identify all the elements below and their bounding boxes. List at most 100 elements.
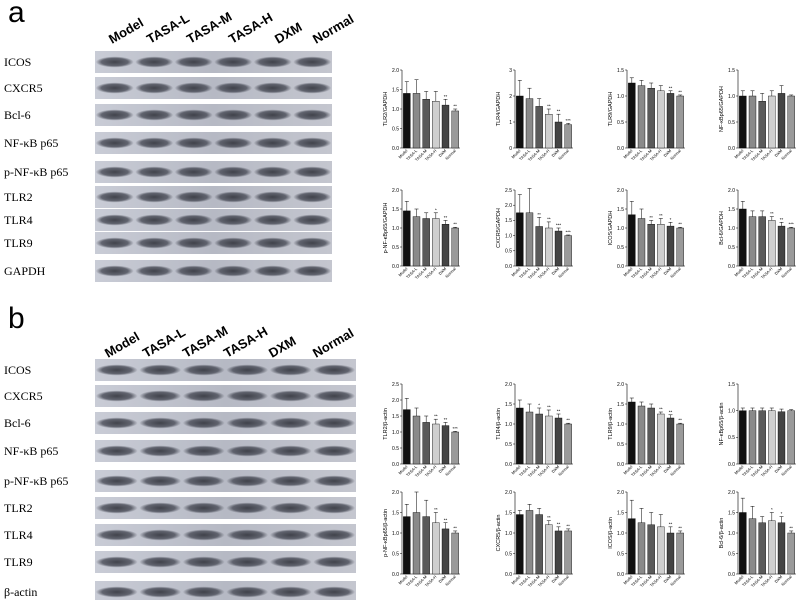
blot-band <box>214 109 253 121</box>
error-bar <box>779 408 784 412</box>
error-bar <box>443 99 448 106</box>
bar <box>432 522 440 575</box>
blot-band <box>293 237 332 249</box>
y-tick-label: 2.0 <box>392 490 399 496</box>
row-label: TLR4 <box>4 528 33 542</box>
y-tick-label: 0.5 <box>392 126 399 132</box>
x-tick-label: Normal <box>444 464 457 477</box>
bar <box>451 227 459 267</box>
y-tick-label: 0.0 <box>505 264 512 270</box>
error-bar <box>668 222 673 227</box>
significance-mark: ** <box>669 85 673 90</box>
error-bar <box>750 506 755 519</box>
error-bar <box>433 512 438 523</box>
blot-band <box>313 556 356 568</box>
y-tick-label: 2.0 <box>392 188 399 194</box>
significance-mark: ** <box>547 104 551 109</box>
error-bar <box>629 499 634 519</box>
blot-band <box>269 529 312 541</box>
y-tick-label: 2.0 <box>728 188 735 194</box>
error-bar <box>740 497 745 513</box>
error-bar <box>668 526 673 533</box>
y-tick-label: 0.0 <box>505 462 512 468</box>
error-bar <box>658 85 663 91</box>
lane-label: DXM <box>266 333 299 360</box>
error-bar <box>779 85 784 94</box>
bar <box>564 124 572 149</box>
blot-band <box>174 56 213 68</box>
blot-band <box>95 137 134 149</box>
blot-band <box>293 82 332 94</box>
x-tick-label: Normal <box>669 464 682 477</box>
y-tick-label: 1.5 <box>617 510 624 516</box>
y-tick-label: 1.5 <box>505 218 512 224</box>
x-tick-label: Model <box>733 574 744 585</box>
significance-mark: * <box>538 403 540 408</box>
blot-band <box>182 417 225 429</box>
blot-band <box>269 502 312 514</box>
y-tick-label: 2.0 <box>617 382 624 388</box>
row-label: NF-κB p65 <box>4 136 58 150</box>
significance-mark: ** <box>557 109 561 114</box>
bar <box>535 413 543 465</box>
significance-mark: ** <box>547 405 551 410</box>
y-tick-label: 2.5 <box>392 382 399 388</box>
bar <box>787 532 795 575</box>
error-bar <box>639 508 644 523</box>
y-tick-label: 0.0 <box>728 146 735 152</box>
error-bar <box>789 530 794 533</box>
bar <box>412 93 421 149</box>
x-tick-label: Normal <box>669 148 682 161</box>
blot-band <box>95 445 138 457</box>
error-bar <box>639 208 644 219</box>
blot-band <box>182 390 225 402</box>
error-bar <box>433 212 438 219</box>
blot-band <box>174 237 213 249</box>
row-label: p-NF-κB p65 <box>4 165 68 179</box>
blot-band <box>253 191 292 203</box>
bar <box>748 95 757 149</box>
blot-band <box>313 529 356 541</box>
y-axis-label: TLR2/GAPDH <box>383 92 389 127</box>
bar <box>657 90 665 149</box>
x-tick-label: Model <box>733 266 744 277</box>
error-bar <box>639 401 644 406</box>
y-axis-label: ICOS/β-actin <box>608 517 614 549</box>
blot-band <box>214 166 253 178</box>
x-tick-label: Model <box>397 148 408 159</box>
row-label: TLR9 <box>4 236 33 250</box>
y-axis-label: p-NF-κBp65/β-actin <box>383 509 389 557</box>
blot-band <box>139 390 182 402</box>
error-bar <box>556 413 561 418</box>
bar <box>777 411 786 465</box>
bar <box>628 518 636 575</box>
y-tick-label: 1.5 <box>392 414 399 420</box>
bar <box>403 210 411 267</box>
bar <box>628 401 636 465</box>
y-tick-label: 0.5 <box>728 120 735 126</box>
y-axis-label: CXCR5/β-actin <box>496 515 502 552</box>
bar-chart: 0.00.51.01.52.0Bcl-6/GAPDHModelTASA-LTAS… <box>719 188 796 280</box>
significance-mark: ** <box>453 525 457 530</box>
error-bar <box>517 399 522 408</box>
x-tick-label: Model <box>510 266 521 277</box>
blot-band <box>253 82 292 94</box>
error-bar <box>740 90 745 96</box>
blot-band <box>182 529 225 541</box>
y-tick-label: 0.5 <box>728 245 735 251</box>
bar <box>412 512 421 575</box>
error-bar <box>566 422 571 424</box>
bar <box>777 522 786 575</box>
y-tick-label: 2.0 <box>392 68 399 74</box>
error-bar <box>404 504 409 517</box>
x-tick-label: DXM <box>437 464 447 474</box>
blot-band <box>226 529 269 541</box>
blot-band <box>95 265 134 277</box>
y-axis-label: TLR9/β-actin <box>608 408 614 440</box>
blot-band <box>95 82 134 94</box>
y-axis-label: Bcl-6/β-actin <box>719 518 725 549</box>
bar <box>748 410 757 465</box>
error-bar <box>433 91 438 102</box>
bar <box>412 415 421 465</box>
x-tick-label: Normal <box>557 464 570 477</box>
